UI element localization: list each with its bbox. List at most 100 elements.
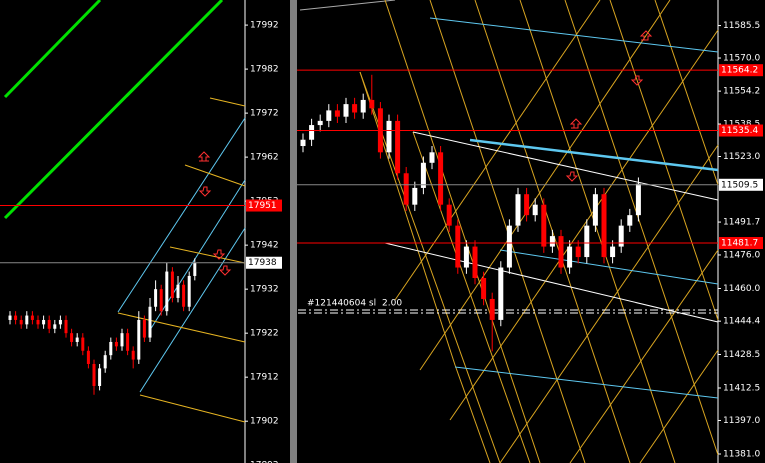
candle-body (176, 284, 180, 298)
order-annotation: #121440604 sl (307, 299, 376, 309)
candle-body (131, 350, 135, 360)
y-tick-label: 11570.0 (723, 54, 760, 64)
price-label-box (719, 64, 763, 77)
candle-body (193, 262, 197, 276)
y-tick-label: 11444.4 (723, 317, 760, 327)
y-tick-label: 11554.2 (723, 87, 760, 97)
candle-body (567, 246, 573, 268)
candle-body (165, 271, 169, 312)
candle-body (498, 267, 504, 320)
candle-body (120, 333, 124, 347)
candle-body (369, 99, 375, 109)
candle-body (334, 110, 340, 117)
price-label: 17951 (248, 201, 277, 211)
candle-body (92, 363, 96, 386)
candle-body (103, 355, 107, 369)
candle-body (627, 215, 633, 226)
candle-body (109, 341, 113, 356)
y-tick-label: 11523.0 (723, 152, 760, 162)
y-tick-label: 17912 (250, 373, 279, 383)
candle-body (352, 104, 358, 113)
price-label: 11564.2 (721, 66, 758, 76)
candle-body (81, 337, 85, 351)
candle-body (549, 236, 555, 247)
candle-body (159, 289, 163, 312)
candle-body (309, 125, 315, 140)
y-tick-label: 17962 (250, 153, 279, 163)
candle-body (360, 99, 366, 113)
y-tick-label: 17902 (250, 417, 279, 427)
y-tick-label: 11491.7 (723, 218, 760, 228)
candle-body (300, 139, 306, 147)
candle-body (70, 333, 74, 342)
candle-body (25, 315, 29, 325)
candle-body (86, 350, 90, 364)
y-tick-label: 11460.0 (723, 284, 760, 294)
candle-body (541, 204, 547, 247)
candle-body (187, 275, 191, 307)
candle-body (58, 319, 62, 325)
candle-body (170, 271, 174, 298)
panel-divider (290, 0, 297, 463)
candle-body (455, 225, 461, 268)
candle-body (438, 152, 444, 205)
candle-body (575, 246, 581, 258)
y-tick-label: 17892 (250, 461, 279, 463)
y-tick-label: 11585.5 (723, 21, 760, 31)
price-label: 17938 (248, 258, 277, 268)
candle-body (463, 246, 469, 268)
candle-body (30, 315, 34, 320)
y-tick-label: 11397.0 (723, 416, 760, 426)
candle-body (601, 194, 607, 258)
candle-body (386, 120, 392, 153)
price-label-box (719, 178, 763, 191)
candle-body (515, 194, 521, 226)
candle-body (489, 298, 495, 320)
candle-body (114, 341, 118, 347)
price-label-box (246, 199, 282, 212)
candle-body (558, 236, 564, 268)
candle-body (446, 204, 452, 226)
candle-body (19, 319, 23, 325)
candle-body (420, 162, 426, 188)
candle-body (343, 104, 349, 117)
candle-body (182, 284, 186, 307)
candle-body (403, 173, 409, 205)
candle-body (53, 324, 57, 329)
candle-body (126, 333, 130, 351)
price-label-box (246, 256, 282, 269)
candle-body (610, 246, 616, 258)
candle-body (64, 319, 68, 334)
candle-body (98, 368, 102, 386)
candle-body (532, 204, 538, 216)
candle-body (148, 306, 152, 338)
candle-body (36, 319, 40, 325)
y-tick-label: 11476.0 (723, 250, 760, 260)
candle-body (481, 278, 487, 299)
candle-body (584, 225, 590, 258)
order-annotation: 2.00 (382, 299, 402, 309)
candle-body (592, 194, 598, 226)
y-tick-label: 11381.0 (723, 449, 760, 459)
y-tick-label: 17922 (250, 329, 279, 339)
drawings-left (3, 0, 246, 423)
candle-body (472, 246, 478, 279)
y-tick-label: 11428.5 (723, 350, 760, 360)
candle-body (142, 319, 146, 338)
candle-body (14, 315, 18, 320)
price-label-box (719, 237, 763, 250)
candle-body (326, 110, 332, 121)
candle-body (8, 315, 12, 320)
candle-body (524, 194, 530, 216)
candle-body (75, 337, 79, 342)
candle-body (317, 120, 323, 126)
candle-body (42, 319, 46, 325)
price-label: 11535.4 (721, 126, 758, 136)
candle-body (395, 120, 401, 174)
candle-body (429, 152, 435, 163)
candle-body (506, 225, 512, 268)
price-label: 11481.7 (721, 239, 758, 249)
candle-body (635, 183, 641, 216)
candle-body (412, 187, 418, 205)
